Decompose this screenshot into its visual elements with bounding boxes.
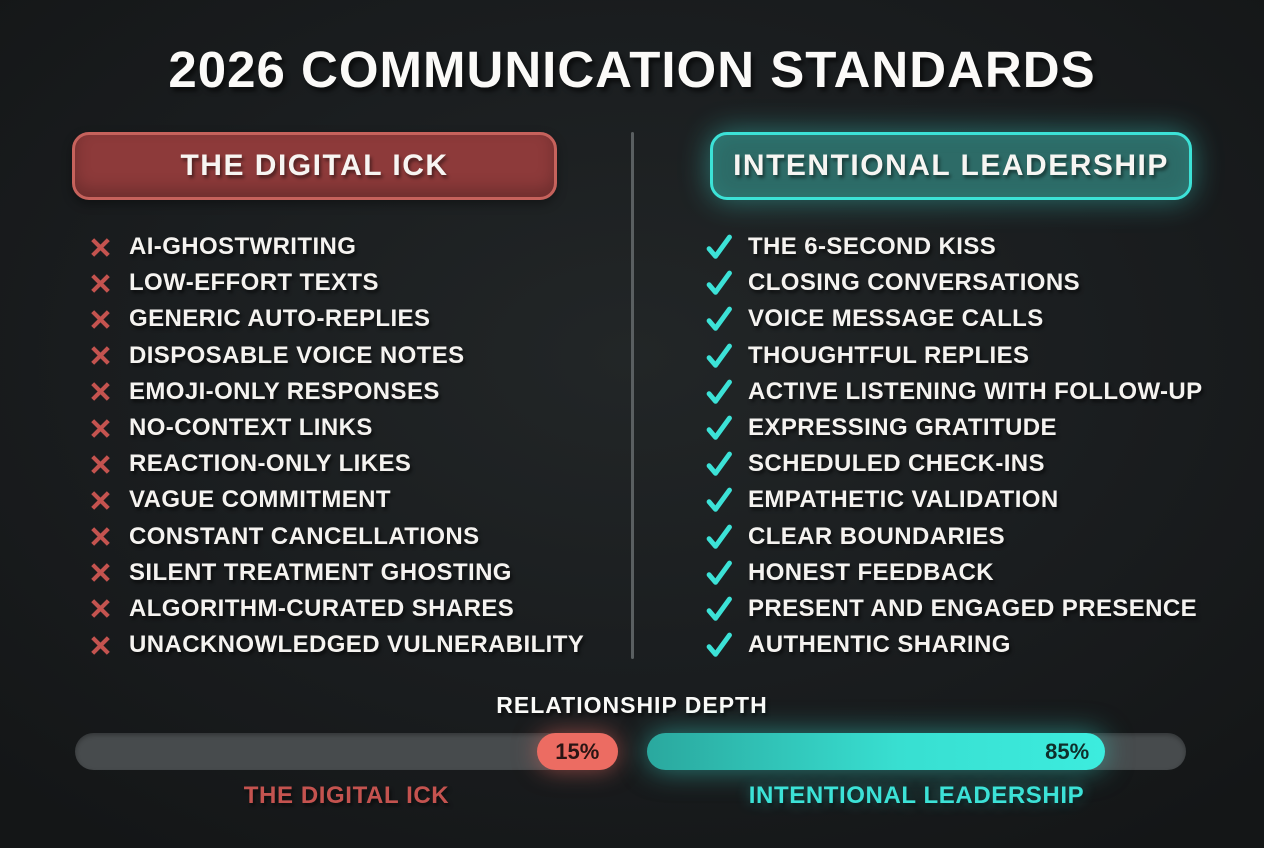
list-item-label: SCHEDULED CHECK-INS <box>748 450 1045 478</box>
list-item: AI-GHOSTWRITING <box>86 229 584 265</box>
digital-ick-meter-value-pill: 15% <box>536 733 618 770</box>
list-item: SILENT TREATMENT GHOSTING <box>86 555 584 591</box>
list-item-label: ACTIVE LISTENING WITH FOLLOW-UP <box>748 377 1203 405</box>
list-item-label: ALGORITHM-CURATED SHARES <box>129 594 515 622</box>
check-icon <box>705 595 733 623</box>
list-item-label: DISPOSABLE VOICE NOTES <box>129 341 465 369</box>
list-item-label: SILENT TREATMENT GHOSTING <box>129 558 512 586</box>
list-item: ALGORITHM-CURATED SHARES <box>86 591 584 627</box>
check-icon <box>705 305 733 333</box>
x-icon <box>86 595 114 623</box>
list-item-label: PRESENT AND ENGAGED PRESENCE <box>748 594 1198 622</box>
list-item: CLEAR BOUNDARIES <box>705 519 1203 555</box>
list-item: EXPRESSING GRATITUDE <box>705 410 1203 446</box>
x-icon <box>86 523 114 551</box>
check-icon <box>705 450 733 478</box>
list-item-label: LOW-EFFORT TEXTS <box>129 269 379 297</box>
list-item: PRESENT AND ENGAGED PRESENCE <box>705 591 1203 627</box>
x-icon <box>86 450 114 478</box>
page-title: 2026 COMMUNICATION STANDARDS <box>168 41 1096 98</box>
list-item-label: THE 6-SECOND KISS <box>748 233 997 261</box>
check-icon <box>705 631 733 659</box>
x-icon <box>86 269 114 297</box>
list-item: VOICE MESSAGE CALLS <box>705 301 1203 337</box>
intentional-leadership-meter-track: 85% <box>647 733 1186 770</box>
list-item: AUTHENTIC SHARING <box>705 627 1203 663</box>
check-icon <box>705 269 733 297</box>
list-item: GENERIC AUTO-REPLIES <box>86 301 584 337</box>
intentional-leadership-meter-fill: 85% <box>647 733 1106 770</box>
list-item-label: VOICE MESSAGE CALLS <box>748 305 1044 333</box>
list-item-label: HONEST FEEDBACK <box>748 558 995 586</box>
intentional-leadership-caption: INTENTIONAL LEADERSHIP <box>748 782 1085 809</box>
intentional-leadership-list: THE 6-SECOND KISS CLOSING CONVERSATIONS <box>705 229 1203 663</box>
list-item-label: UNACKNOWLEDGED VULNERABILITY <box>129 631 585 659</box>
x-icon <box>86 378 114 406</box>
list-item-label: GENERIC AUTO-REPLIES <box>129 305 431 333</box>
list-item-label: AUTHENTIC SHARING <box>748 631 1011 659</box>
digital-ick-header-label: THE DIGITAL ICK <box>180 149 449 182</box>
list-item-label: AI-GHOSTWRITING <box>129 233 357 261</box>
list-item-label: THOUGHTFUL REPLIES <box>748 341 1030 369</box>
list-item-label: CONSTANT CANCELLATIONS <box>129 522 480 550</box>
list-item: NO-CONTEXT LINKS <box>86 410 584 446</box>
check-icon <box>705 342 733 370</box>
list-item-label: REACTION-ONLY LIKES <box>129 450 412 478</box>
check-icon <box>705 233 733 261</box>
intentional-leadership-header: INTENTIONAL LEADERSHIP <box>710 132 1192 200</box>
list-item: EMPATHETIC VALIDATION <box>705 482 1203 518</box>
list-item-label: EXPRESSING GRATITUDE <box>748 414 1057 442</box>
relationship-depth-label: RELATIONSHIP DEPTH <box>496 692 768 718</box>
x-icon <box>86 486 114 514</box>
list-item: SCHEDULED CHECK-INS <box>705 446 1203 482</box>
list-item: REACTION-ONLY LIKES <box>86 446 584 482</box>
list-item-label: VAGUE COMMITMENT <box>129 486 391 514</box>
list-item: EMOJI-ONLY RESPONSES <box>86 374 584 410</box>
list-item: VAGUE COMMITMENT <box>86 482 584 518</box>
check-icon <box>705 378 733 406</box>
digital-ick-meter-track: 15% <box>75 733 618 770</box>
list-item: THOUGHTFUL REPLIES <box>705 338 1203 374</box>
digital-ick-percent: 15% <box>555 738 600 764</box>
list-item-label: NO-CONTEXT LINKS <box>129 414 373 442</box>
check-icon <box>705 414 733 442</box>
x-icon <box>86 631 114 659</box>
digital-ick-list: AI-GHOSTWRITING LOW-EFFORT TEXTS GENERIC <box>86 229 584 663</box>
list-item-label: CLOSING CONVERSATIONS <box>748 269 1080 297</box>
column-divider <box>631 132 634 659</box>
x-icon <box>86 559 114 587</box>
intentional-leadership-header-label: INTENTIONAL LEADERSHIP <box>733 149 1169 182</box>
digital-ick-caption: THE DIGITAL ICK <box>243 782 450 809</box>
list-item: THE 6-SECOND KISS <box>705 229 1203 265</box>
x-icon <box>86 233 114 261</box>
digital-ick-header: THE DIGITAL ICK <box>72 132 557 200</box>
list-item: ACTIVE LISTENING WITH FOLLOW-UP <box>705 374 1203 410</box>
list-item: CONSTANT CANCELLATIONS <box>86 519 584 555</box>
list-item-label: EMPATHETIC VALIDATION <box>748 486 1059 514</box>
list-item-label: EMOJI-ONLY RESPONSES <box>129 377 440 405</box>
list-item-label: CLEAR BOUNDARIES <box>748 522 1006 550</box>
list-item: UNACKNOWLEDGED VULNERABILITY <box>86 627 584 663</box>
list-item: LOW-EFFORT TEXTS <box>86 265 584 301</box>
check-icon <box>705 486 733 514</box>
x-icon <box>86 342 114 370</box>
check-icon <box>705 559 733 587</box>
list-item: HONEST FEEDBACK <box>705 555 1203 591</box>
list-item: DISPOSABLE VOICE NOTES <box>86 338 584 374</box>
list-item: CLOSING CONVERSATIONS <box>705 265 1203 301</box>
check-icon <box>705 523 733 551</box>
x-icon <box>86 414 114 442</box>
intentional-leadership-percent: 85% <box>1045 738 1090 764</box>
x-icon <box>86 305 114 333</box>
